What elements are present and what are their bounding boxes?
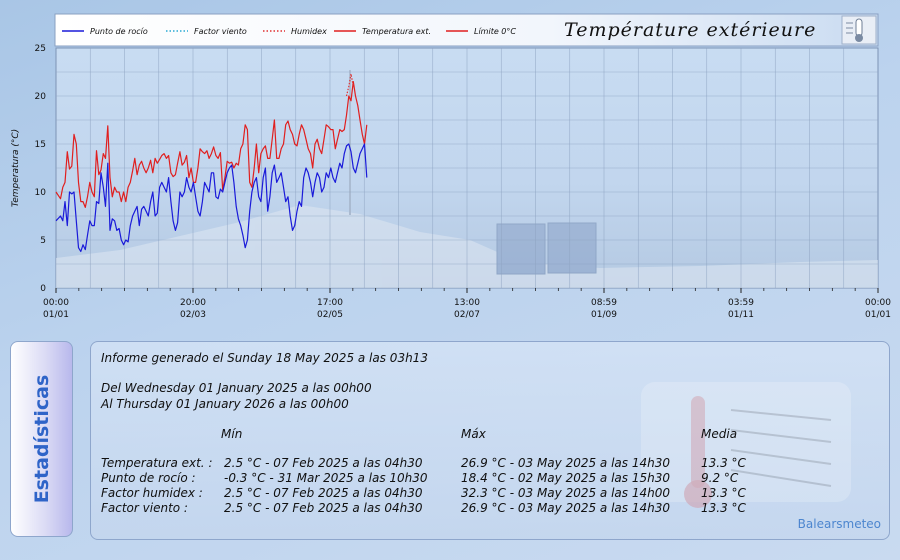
y-tick-label: 10 bbox=[35, 188, 47, 198]
row-min-viento: 2.5 °C - 07 Feb 2025 a las 04h30 bbox=[224, 501, 423, 515]
row-label-rocio: Punto de rocío : bbox=[101, 471, 196, 485]
series-line-punto-de-rocio bbox=[55, 143, 368, 253]
report-generated-text: Informe generado el Sunday 18 May 2025 a… bbox=[101, 351, 428, 365]
y-tick-label: 0 bbox=[40, 284, 46, 294]
stats-side-panel: Estadísticas bbox=[10, 341, 73, 537]
x-tick-date: 01/01 bbox=[865, 310, 891, 320]
x-tick-time: 17:00 bbox=[317, 298, 343, 308]
row-avg-rocio: 9.2 °C bbox=[701, 471, 739, 485]
row-avg-humidex: 13.3 °C bbox=[701, 486, 746, 500]
thermometer-icon bbox=[841, 15, 877, 45]
y-tick-label: 20 bbox=[35, 92, 47, 102]
y-tick-label: 5 bbox=[40, 236, 46, 246]
header-min: Mín bbox=[221, 427, 243, 441]
legend-label: Punto de rocío bbox=[90, 27, 148, 36]
x-axis: 00:00 01/01 20:00 02/03 17:00 02/05 13:00 02/07… bbox=[43, 288, 891, 320]
x-tick-time: 00:00 bbox=[865, 298, 891, 308]
series-line-temperatura-ext bbox=[55, 80, 368, 208]
x-tick-time: 00:00 bbox=[43, 298, 69, 308]
period-from-text: Del Wednesday 01 January 2025 a las 00h0… bbox=[101, 381, 372, 395]
x-tick-date: 01/09 bbox=[591, 310, 617, 320]
row-max-rocio: 18.4 °C - 02 May 2025 a las 15h30 bbox=[461, 471, 670, 485]
legend-label: Temperatura ext. bbox=[362, 27, 431, 36]
row-label-viento: Factor viento : bbox=[101, 501, 188, 515]
stats-side-title: Estadísticas bbox=[30, 374, 53, 504]
row-max-temperatura: 26.9 °C - 03 May 2025 a las 14h30 bbox=[461, 456, 670, 470]
x-tick-date: 01/01 bbox=[43, 310, 69, 320]
row-min-temperatura: 2.5 °C - 07 Feb 2025 a las 04h30 bbox=[224, 456, 423, 470]
legend-label: Factor viento bbox=[194, 27, 247, 36]
x-tick-time: 03:59 bbox=[728, 298, 754, 308]
y-axis: 0 5 10 15 20 25 bbox=[35, 44, 47, 294]
temperature-chart: 0 5 10 15 20 25 00:00 01/01 20:00 02/03 17:00 02/0… bbox=[11, 13, 891, 320]
x-tick-date: 02/07 bbox=[454, 310, 480, 320]
legend-label: Humidex bbox=[291, 27, 327, 36]
row-max-viento: 26.9 °C - 03 May 2025 a las 14h30 bbox=[461, 501, 670, 515]
row-min-rocio: -0.3 °C - 31 Mar 2025 a las 10h30 bbox=[224, 471, 428, 485]
x-tick-time: 20:00 bbox=[180, 298, 206, 308]
brand-link[interactable]: Balearsmeteo bbox=[797, 517, 881, 531]
row-avg-viento: 13.3 °C bbox=[701, 501, 746, 515]
legend-bar bbox=[54, 13, 879, 47]
chart-title: Température extérieure bbox=[564, 19, 816, 41]
thermometer-watermark bbox=[641, 382, 851, 508]
legend-label: Límite 0°C bbox=[474, 27, 516, 36]
row-label-humidex: Factor humidex : bbox=[101, 486, 203, 500]
x-tick-date: 02/05 bbox=[317, 310, 343, 320]
y-tick-label: 25 bbox=[35, 44, 46, 54]
header-avg: Media bbox=[701, 427, 738, 441]
y-axis-label: Temperatura (°C) bbox=[11, 129, 21, 207]
plot-grid bbox=[56, 48, 878, 288]
stats-panel: Informe generado el Sunday 18 May 2025 a… bbox=[90, 341, 890, 540]
row-avg-temperatura: 13.3 °C bbox=[701, 456, 746, 470]
row-label-temperatura: Temperatura ext. : bbox=[101, 456, 213, 470]
x-tick-date: 01/11 bbox=[728, 310, 754, 320]
x-tick-time: 13:00 bbox=[454, 298, 480, 308]
legend: Punto de rocío Factor viento Humidex Temper… bbox=[62, 27, 516, 36]
x-tick-date: 02/03 bbox=[180, 310, 206, 320]
period-to-text: Al Thursday 01 January 2026 a las 00h00 bbox=[101, 397, 349, 411]
row-min-humidex: 2.5 °C - 07 Feb 2025 a las 04h30 bbox=[224, 486, 423, 500]
series-layer bbox=[55, 73, 368, 253]
series-line-humidex bbox=[345, 73, 354, 97]
x-tick-time: 08:59 bbox=[591, 298, 617, 308]
y-tick-label: 15 bbox=[35, 140, 46, 150]
row-max-humidex: 32.3 °C - 03 May 2025 a las 14h00 bbox=[461, 486, 670, 500]
header-max: Máx bbox=[461, 427, 486, 441]
